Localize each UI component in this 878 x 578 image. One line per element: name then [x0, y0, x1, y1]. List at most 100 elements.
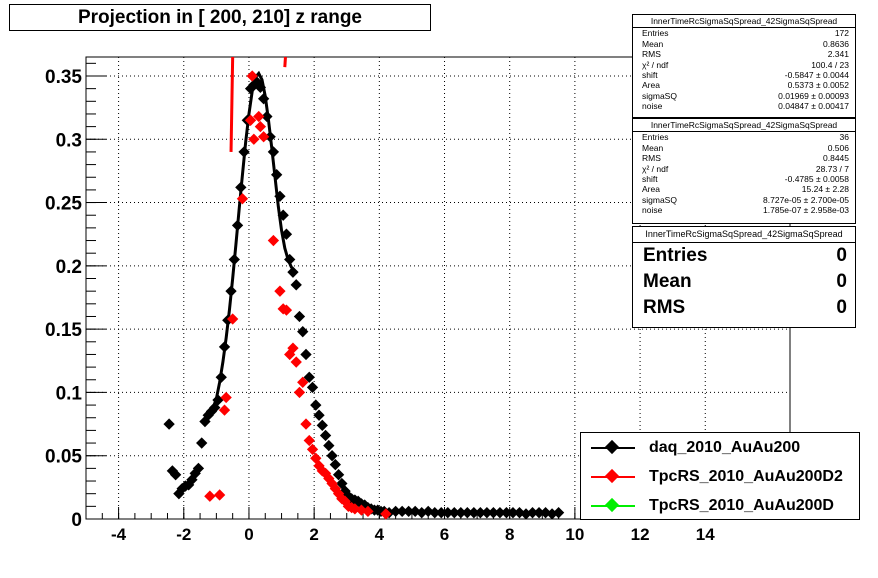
marker-TpcRS_2010_AuAu200D2 — [293, 386, 306, 399]
stats-value: 36 — [839, 132, 849, 143]
marker-TpcRS_2010_AuAu200D2 — [220, 391, 232, 404]
x-tick-label: -2 — [176, 525, 191, 544]
histogram-stats-key: RMS — [643, 297, 686, 318]
legend-diamond-marker — [604, 439, 620, 454]
marker-daq_2010_AuAu200 — [507, 507, 519, 519]
legend-entry: TpcRS_2010_AuAu200D2 — [581, 462, 859, 491]
marker-daq_2010_AuAu200 — [290, 279, 302, 291]
marker-daq_2010_AuAu200 — [297, 326, 309, 338]
histogram-stats-value: 0 — [836, 245, 847, 266]
x-tick-label: 6 — [440, 525, 449, 544]
marker-TpcRS_2010_AuAu200D2 — [218, 404, 231, 416]
histogram-stats-rows: Entries 0 Mean 0 RMS 0 — [633, 243, 855, 321]
marker-daq_2010_AuAu200 — [461, 507, 473, 519]
stats-row: noise 1.785e-07 ± 2.958e-03 — [633, 205, 855, 215]
stats-value: 15.24 ± 2.28 — [801, 184, 849, 195]
marker-daq_2010_AuAu200 — [310, 399, 322, 411]
marker-daq_2010_AuAu200 — [225, 285, 237, 297]
marker-daq_2010_AuAu200 — [435, 507, 447, 519]
x-tick-label: 4 — [375, 525, 385, 544]
marker-daq_2010_AuAu200 — [264, 131, 276, 143]
stats-key: sigmaSQ — [642, 90, 677, 101]
stats-row: Mean 0.8636 — [633, 39, 855, 49]
marker-TpcRS_2010_AuAu200D2 — [274, 285, 286, 297]
chart-title: Projection in [ 200, 210] z range — [9, 4, 431, 31]
marker-daq_2010_AuAu200 — [494, 507, 506, 519]
stats-row: Area 15.24 ± 2.28 — [633, 184, 855, 194]
stats-value: 1.785e-07 ± 2.958e-03 — [763, 205, 849, 216]
stats-value: 0.04847 ± 0.00417 — [778, 101, 849, 112]
marker-daq_2010_AuAu200 — [303, 371, 315, 383]
histogram-stats-value: 0 — [836, 271, 847, 292]
stats-value: 28.73 / 7 — [815, 163, 849, 174]
marker-daq_2010_AuAu200 — [271, 169, 283, 181]
marker-daq_2010_AuAu200 — [287, 266, 299, 278]
stats-key: RMS — [642, 49, 661, 60]
marker-daq_2010_AuAu200 — [487, 507, 500, 519]
stats-value: 0.5373 ± 0.0052 — [787, 80, 849, 91]
marker-TpcRS_2010_AuAu200D2 — [297, 376, 309, 388]
stats-row: sigmaSQ 8.727e-05 ± 2.700e-05 — [633, 195, 855, 205]
y-tick-label: 0.1 — [56, 383, 83, 404]
marker-daq_2010_AuAu200 — [389, 505, 402, 518]
stats-value: 0.01969 ± 0.00093 — [778, 90, 849, 101]
legend-swatch — [587, 496, 639, 516]
histogram-stats-row: Mean 0 — [633, 269, 855, 295]
stats-value: 8.727e-05 ± 2.700e-05 — [763, 194, 849, 205]
stats-key: χ² / ndf — [642, 163, 669, 174]
stats-row: shift -0.4785 ± 0.0058 — [633, 174, 855, 184]
marker-daq_2010_AuAu200 — [533, 507, 545, 519]
stats-row: sigmaSQ 0.01969 ± 0.00093 — [633, 91, 855, 101]
x-tick-label: -4 — [111, 525, 127, 544]
marker-daq_2010_AuAu200 — [218, 341, 231, 353]
stats-row: Mean 0.506 — [633, 143, 855, 153]
marker-TpcRS_2010_AuAu200D2 — [287, 342, 299, 354]
stats-key: noise — [642, 101, 663, 112]
stats-key: χ² / ndf — [642, 59, 669, 70]
marker-daq_2010_AuAu200 — [323, 439, 335, 452]
legend: daq_2010_AuAu200 TpcRS_2010_AuAu200D2 TpcR… — [580, 432, 860, 520]
stats-value: 172 — [834, 28, 849, 39]
marker-TpcRS_2010_AuAu200D2 — [257, 131, 270, 143]
legend-swatch — [587, 467, 639, 487]
stats-value: -0.5847 ± 0.0044 — [784, 70, 849, 81]
y-tick-label: 0.35 — [45, 67, 82, 88]
legend-label: TpcRS_2010_AuAu200D — [649, 496, 834, 514]
fit-curve-tpcrs — [229, 56, 235, 152]
stats-key: Mean — [642, 38, 664, 49]
stats-value: 0.506 — [827, 142, 849, 153]
marker-TpcRS_2010_AuAu200D2 — [267, 234, 280, 247]
stats-value: 100.4 / 23 — [811, 59, 849, 70]
stats-row: χ² / ndf 28.73 / 7 — [633, 164, 855, 174]
stats-row: Entries 172 — [633, 28, 855, 38]
histogram-stats-key: Entries — [643, 245, 708, 266]
marker-daq_2010_AuAu200 — [163, 418, 175, 430]
legend-entry: daq_2010_AuAu200 — [581, 433, 859, 462]
stats-key: Area — [642, 80, 660, 91]
tick-labels: -4 -2 0 2 4 6 8 10 12 14 0 0.05 0.1 0.15 0.2 0.25 0.3 0.3… — [45, 67, 715, 544]
stats-value: 0.8445 — [823, 153, 849, 164]
marker-daq_2010_AuAu200 — [474, 507, 487, 519]
marker-TpcRS_2010_AuAu200D2 — [213, 489, 226, 501]
stats-row: χ² / ndf 100.4 / 23 — [633, 60, 855, 70]
marker-daq_2010_AuAu200 — [448, 507, 460, 519]
stats-value: 0.8636 — [823, 38, 849, 49]
y-tick-label: 0.25 — [45, 194, 82, 215]
legend-diamond-marker — [604, 497, 620, 512]
fit-curve-tpcrs — [283, 56, 287, 68]
marker-daq_2010_AuAu200 — [481, 507, 493, 519]
marker-daq_2010_AuAu200 — [442, 507, 454, 519]
marker-daq_2010_AuAu200 — [500, 507, 513, 519]
x-tick-label: 12 — [631, 525, 650, 544]
y-tick-label: 0 — [71, 510, 82, 531]
y-tick-label: 0.05 — [45, 447, 82, 468]
histogram-stats-row: RMS 0 — [633, 295, 855, 321]
marker-daq_2010_AuAu200 — [274, 190, 286, 202]
histogram-stats-row: Entries 0 — [633, 243, 855, 269]
x-tick-label: 10 — [565, 525, 584, 544]
fit-stats-box-tpcrs: InnerTimeRcSigmaSqSpread_42SigmaSqSpread… — [632, 118, 856, 224]
legend-label: TpcRS_2010_AuAu200D2 — [649, 467, 843, 485]
histogram-stats-value: 0 — [836, 297, 847, 318]
marker-daq_2010_AuAu200 — [326, 450, 338, 462]
stats-box-title: InnerTimeRcSigmaSqSpread_42SigmaSqSpread — [633, 15, 855, 29]
